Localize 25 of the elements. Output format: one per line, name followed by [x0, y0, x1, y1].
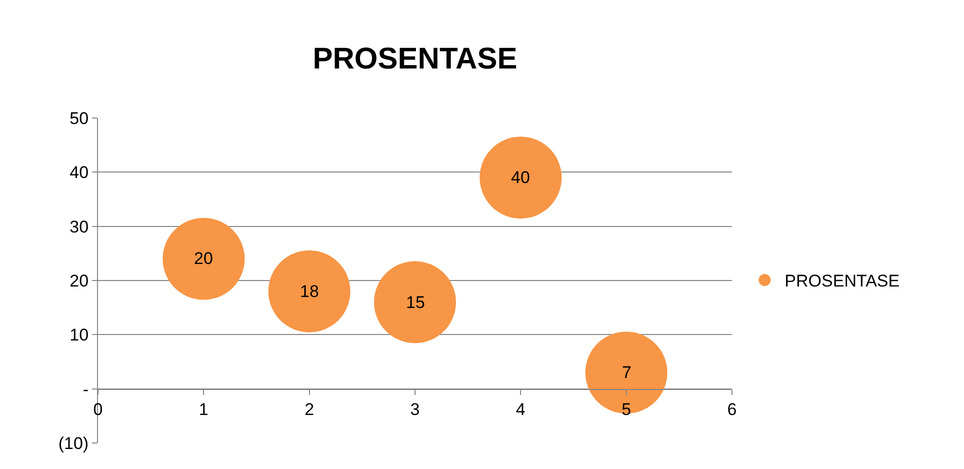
y-tick-label: 10 — [70, 326, 89, 345]
annotation: 40 — [511, 168, 530, 187]
point — [480, 136, 562, 219]
legend-label: PROSENTASE — [784, 272, 900, 291]
point — [268, 250, 350, 332]
annotation: 7 — [622, 363, 632, 382]
y-tick-label: - — [82, 380, 89, 399]
y-tick-label: 30 — [70, 217, 89, 236]
x-tick-label: 2 — [304, 400, 314, 420]
annotation: 18 — [300, 282, 319, 301]
x-tick-label: 3 — [410, 400, 420, 420]
x-tick-label: 6 — [727, 400, 737, 420]
point — [374, 261, 456, 344]
x-tick-label: 1 — [198, 400, 208, 420]
point — [162, 218, 245, 300]
point — [585, 332, 668, 414]
y-tick-label: 20 — [70, 271, 89, 290]
y-tick-label: 50 — [70, 108, 89, 128]
annotation: 20 — [194, 249, 213, 268]
annotation: 15 — [406, 293, 425, 312]
y-tick-label: (10) — [58, 434, 89, 453]
y-tick-label: 40 — [70, 163, 89, 182]
x-tick-label: 0 — [93, 400, 103, 420]
x-tick-label: 4 — [516, 400, 526, 420]
chart-title: PROSENTASE — [312, 42, 518, 76]
